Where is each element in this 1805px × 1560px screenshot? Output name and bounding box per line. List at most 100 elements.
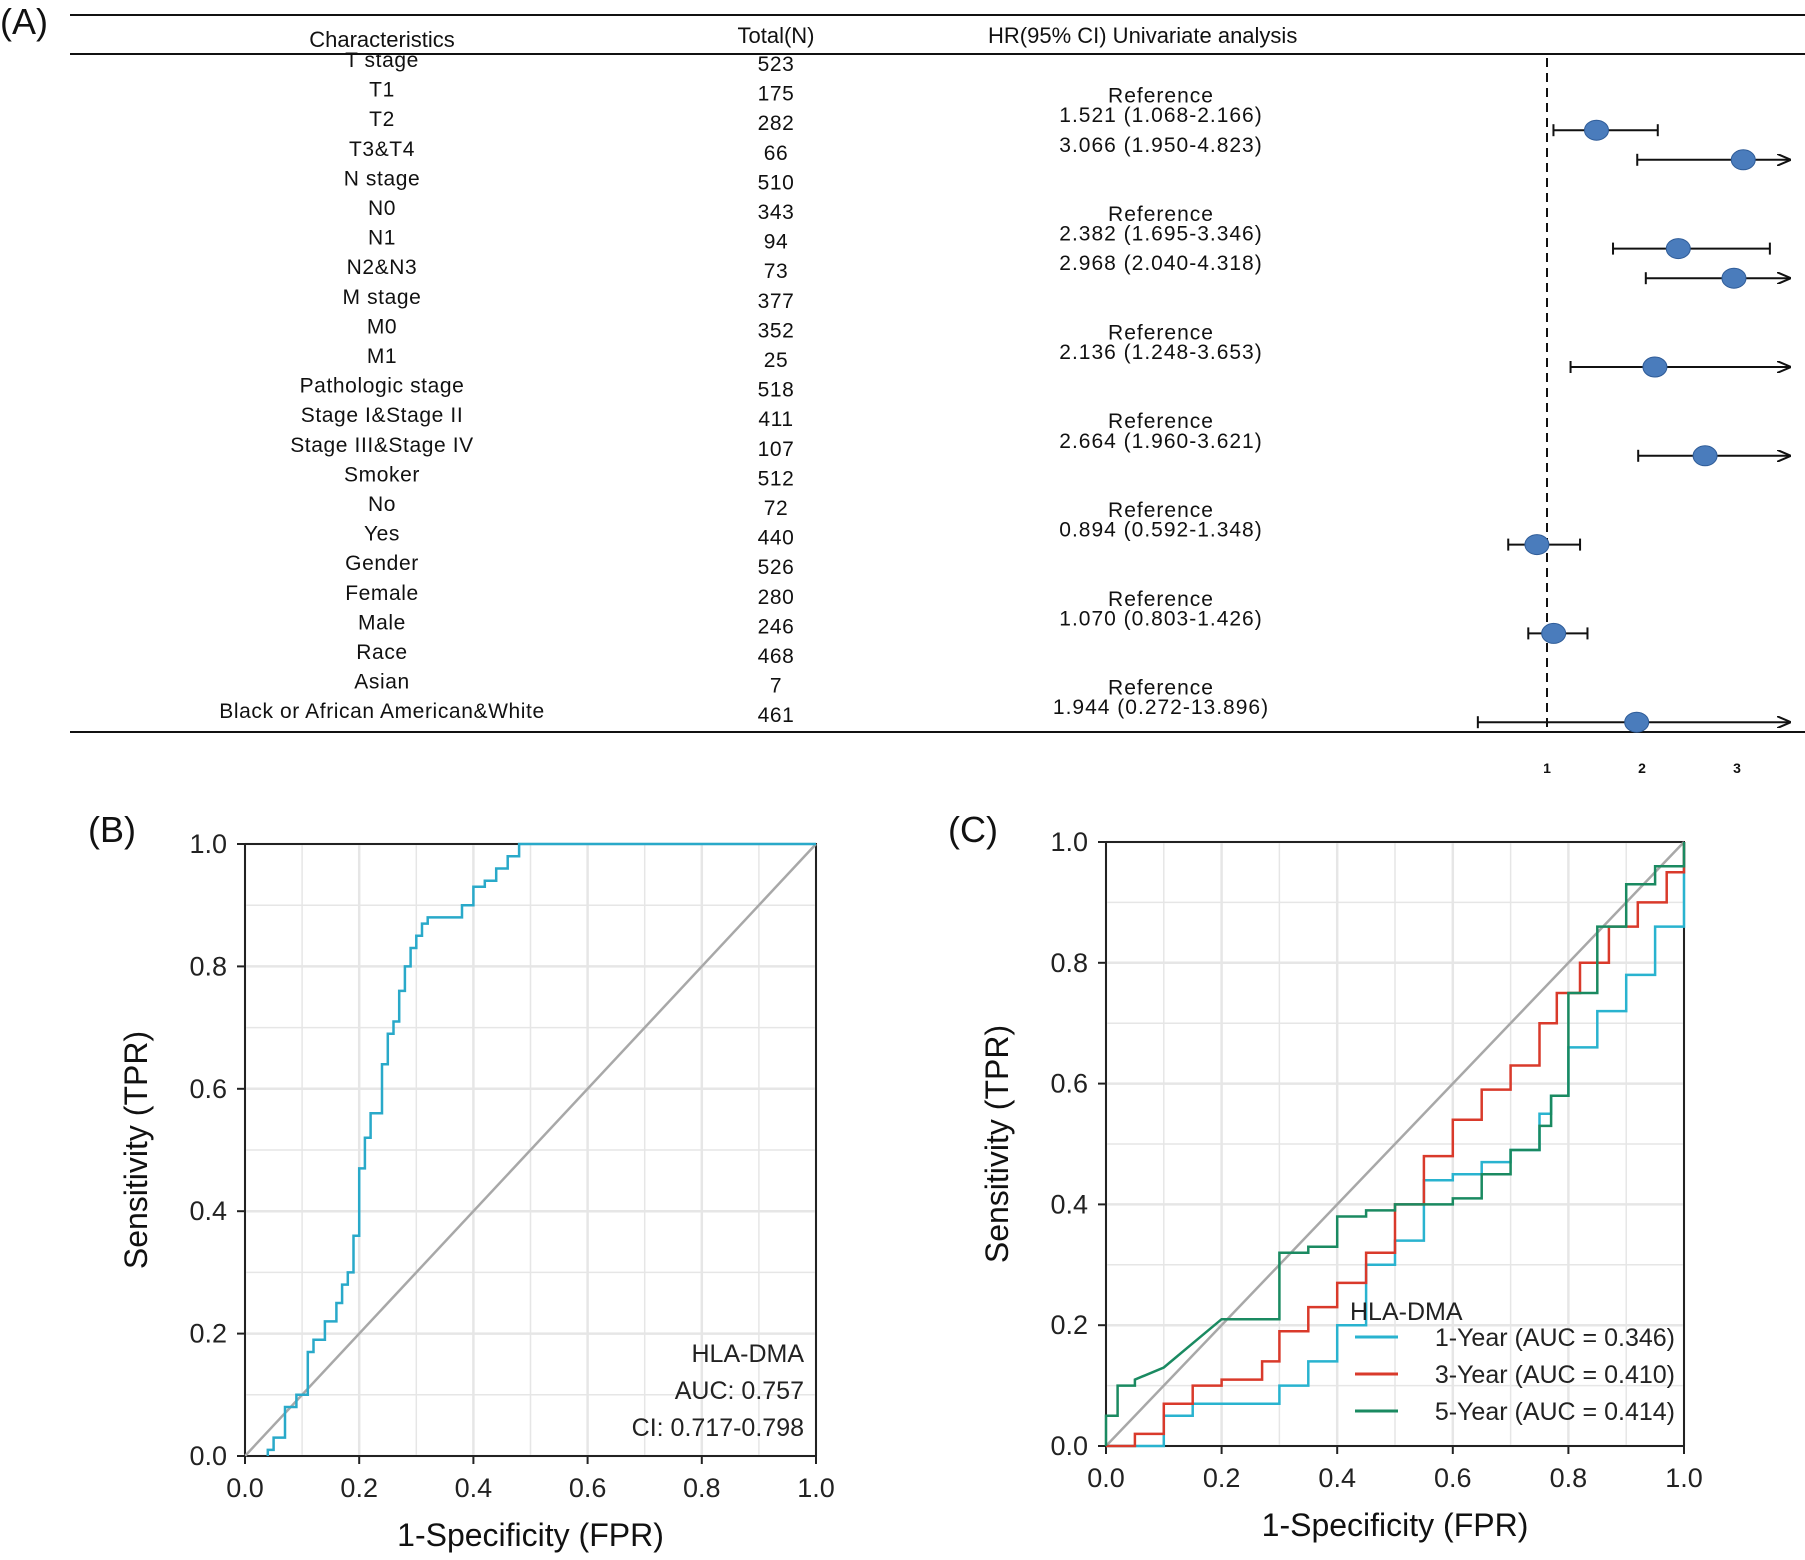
row-total: 510 — [758, 171, 795, 194]
y-tick-label: 0.6 — [189, 1074, 227, 1104]
header-characteristics: Characteristics — [309, 27, 454, 52]
row-label: M1 — [367, 345, 397, 368]
row-total: 280 — [758, 586, 795, 609]
auc-annotation-line: HLA-DMA — [691, 1340, 804, 1368]
y-axis-title: Sensitivity (TPR) — [979, 1025, 1015, 1263]
x-axis-title: 1-Specificity (FPR) — [397, 1517, 664, 1553]
row-hr-ci: 2.968 (2.040-4.318) — [1059, 252, 1262, 275]
row-reference: Reference — [1108, 85, 1214, 108]
auc-annotation-line: CI: 0.717-0.798 — [632, 1414, 804, 1442]
row-total: 512 — [758, 467, 795, 490]
row-label: Female — [345, 582, 419, 605]
row-label: Asian — [354, 671, 410, 694]
hr-point — [1541, 622, 1567, 644]
row-label: T2 — [369, 108, 395, 131]
row-hr-ci: 1.521 (1.068-2.166) — [1059, 104, 1262, 127]
row-label: No — [368, 493, 396, 516]
row-label: M stage — [343, 286, 422, 309]
row-total: 66 — [764, 142, 789, 165]
row-total: 440 — [758, 527, 795, 550]
hr-point — [1665, 238, 1691, 260]
x-axis-title: 1-Specificity (FPR) — [1262, 1507, 1529, 1543]
x-tick-label: 0.4 — [1318, 1463, 1356, 1493]
x-tick-label: 0.6 — [569, 1473, 607, 1503]
row-label: Stage I&Stage II — [301, 404, 464, 427]
row-label: Black or African American&White — [219, 700, 545, 723]
hr-point — [1721, 267, 1747, 289]
hr-point — [1583, 119, 1609, 141]
panel-b-label: (B) — [88, 809, 136, 850]
row-total: 282 — [758, 112, 795, 135]
x-tick-label: 0.6 — [1434, 1463, 1472, 1493]
y-tick-label: 0.8 — [1050, 948, 1088, 978]
row-total: 411 — [758, 408, 793, 431]
row-total: 175 — [758, 83, 795, 106]
row-reference: Reference — [1108, 677, 1214, 700]
row-label: Race — [356, 641, 407, 664]
hr-point — [1730, 149, 1756, 171]
y-tick-label: 0.0 — [189, 1441, 227, 1471]
forest-axis-tick: 1 — [1543, 760, 1551, 776]
row-reference: Reference — [1108, 203, 1214, 226]
row-total: 343 — [758, 201, 795, 224]
row-label: N2&N3 — [347, 256, 418, 279]
diagonal-reference-line — [244, 843, 817, 1457]
y-tick-label: 0.0 — [1050, 1431, 1088, 1461]
header-total: Total(N) — [737, 23, 814, 48]
diagonal-reference-line — [1105, 841, 1685, 1447]
x-tick-label: 1.0 — [1665, 1463, 1703, 1493]
row-label: Smoker — [344, 463, 420, 486]
row-total: 461 — [758, 704, 795, 727]
row-total: 523 — [758, 53, 795, 76]
roc-curve-series-1 — [266, 842, 816, 1456]
row-total: 72 — [764, 497, 789, 520]
hr-point — [1524, 534, 1550, 556]
x-tick-label: 0.0 — [226, 1473, 264, 1503]
y-axis-title: Sensitivity (TPR) — [118, 1031, 154, 1269]
row-hr-ci: 1.944 (0.272-13.896) — [1053, 696, 1269, 719]
x-tick-label: 0.8 — [1550, 1463, 1588, 1493]
row-label: Gender — [345, 552, 419, 575]
hr-point — [1624, 711, 1650, 733]
panel-a-label: (A) — [0, 1, 48, 42]
hr-point — [1692, 445, 1718, 467]
plot-frame — [1105, 841, 1685, 1447]
row-total: 7 — [770, 675, 782, 698]
x-tick-label: 0.0 — [1087, 1463, 1125, 1493]
row-total: 73 — [764, 260, 789, 283]
row-total: 107 — [758, 438, 795, 461]
row-total: 377 — [758, 290, 795, 313]
x-tick-label: 0.2 — [340, 1473, 378, 1503]
legend-entry: 5-Year (AUC = 0.414) — [1435, 1398, 1675, 1426]
x-tick-label: 0.4 — [455, 1473, 493, 1503]
legend-title: HLA-DMA — [1350, 1298, 1463, 1326]
forest-axis-tick: 2 — [1638, 760, 1646, 776]
row-hr-ci: 3.066 (1.950-4.823) — [1059, 134, 1262, 157]
x-tick-label: 0.2 — [1203, 1463, 1241, 1493]
row-hr-ci: 0.894 (0.592-1.348) — [1059, 519, 1262, 542]
row-label: N1 — [368, 227, 396, 250]
y-tick-label: 1.0 — [1050, 827, 1088, 857]
row-total: 352 — [758, 319, 795, 342]
row-label: T1 — [369, 79, 395, 102]
x-tick-label: 0.8 — [683, 1473, 721, 1503]
row-label: M0 — [367, 315, 397, 338]
row-total: 526 — [758, 556, 795, 579]
hr-point — [1642, 356, 1668, 378]
row-label: Stage III&Stage IV — [290, 434, 474, 457]
legend-entry: 1-Year (AUC = 0.346) — [1435, 1324, 1675, 1352]
row-total: 94 — [764, 231, 789, 254]
panel-c-label: (C) — [948, 809, 998, 850]
roc-curve-series-1 — [1106, 842, 1686, 1448]
row-label: T stage — [345, 49, 419, 72]
y-tick-label: 0.2 — [1050, 1310, 1088, 1340]
row-reference: Reference — [1108, 588, 1214, 611]
row-reference: Reference — [1108, 410, 1214, 433]
roc-panel-b: (B) 0.00.0 0.2 0.2 0.4 0.4 0.6 0.6 0.8 0.8 1.0 1.0… — [88, 809, 835, 1553]
forest-axis-tick: 3 — [1733, 760, 1741, 776]
roc-curve-series-3 — [1104, 842, 1686, 1446]
roc-panel-c: (C) 0.00.0 0.2 0.2 0.4 0.4 0.6 0.6 0.8 0.8 1.0 1.0… — [948, 809, 1703, 1543]
row-total: 246 — [758, 615, 795, 638]
row-label: Male — [358, 611, 406, 634]
